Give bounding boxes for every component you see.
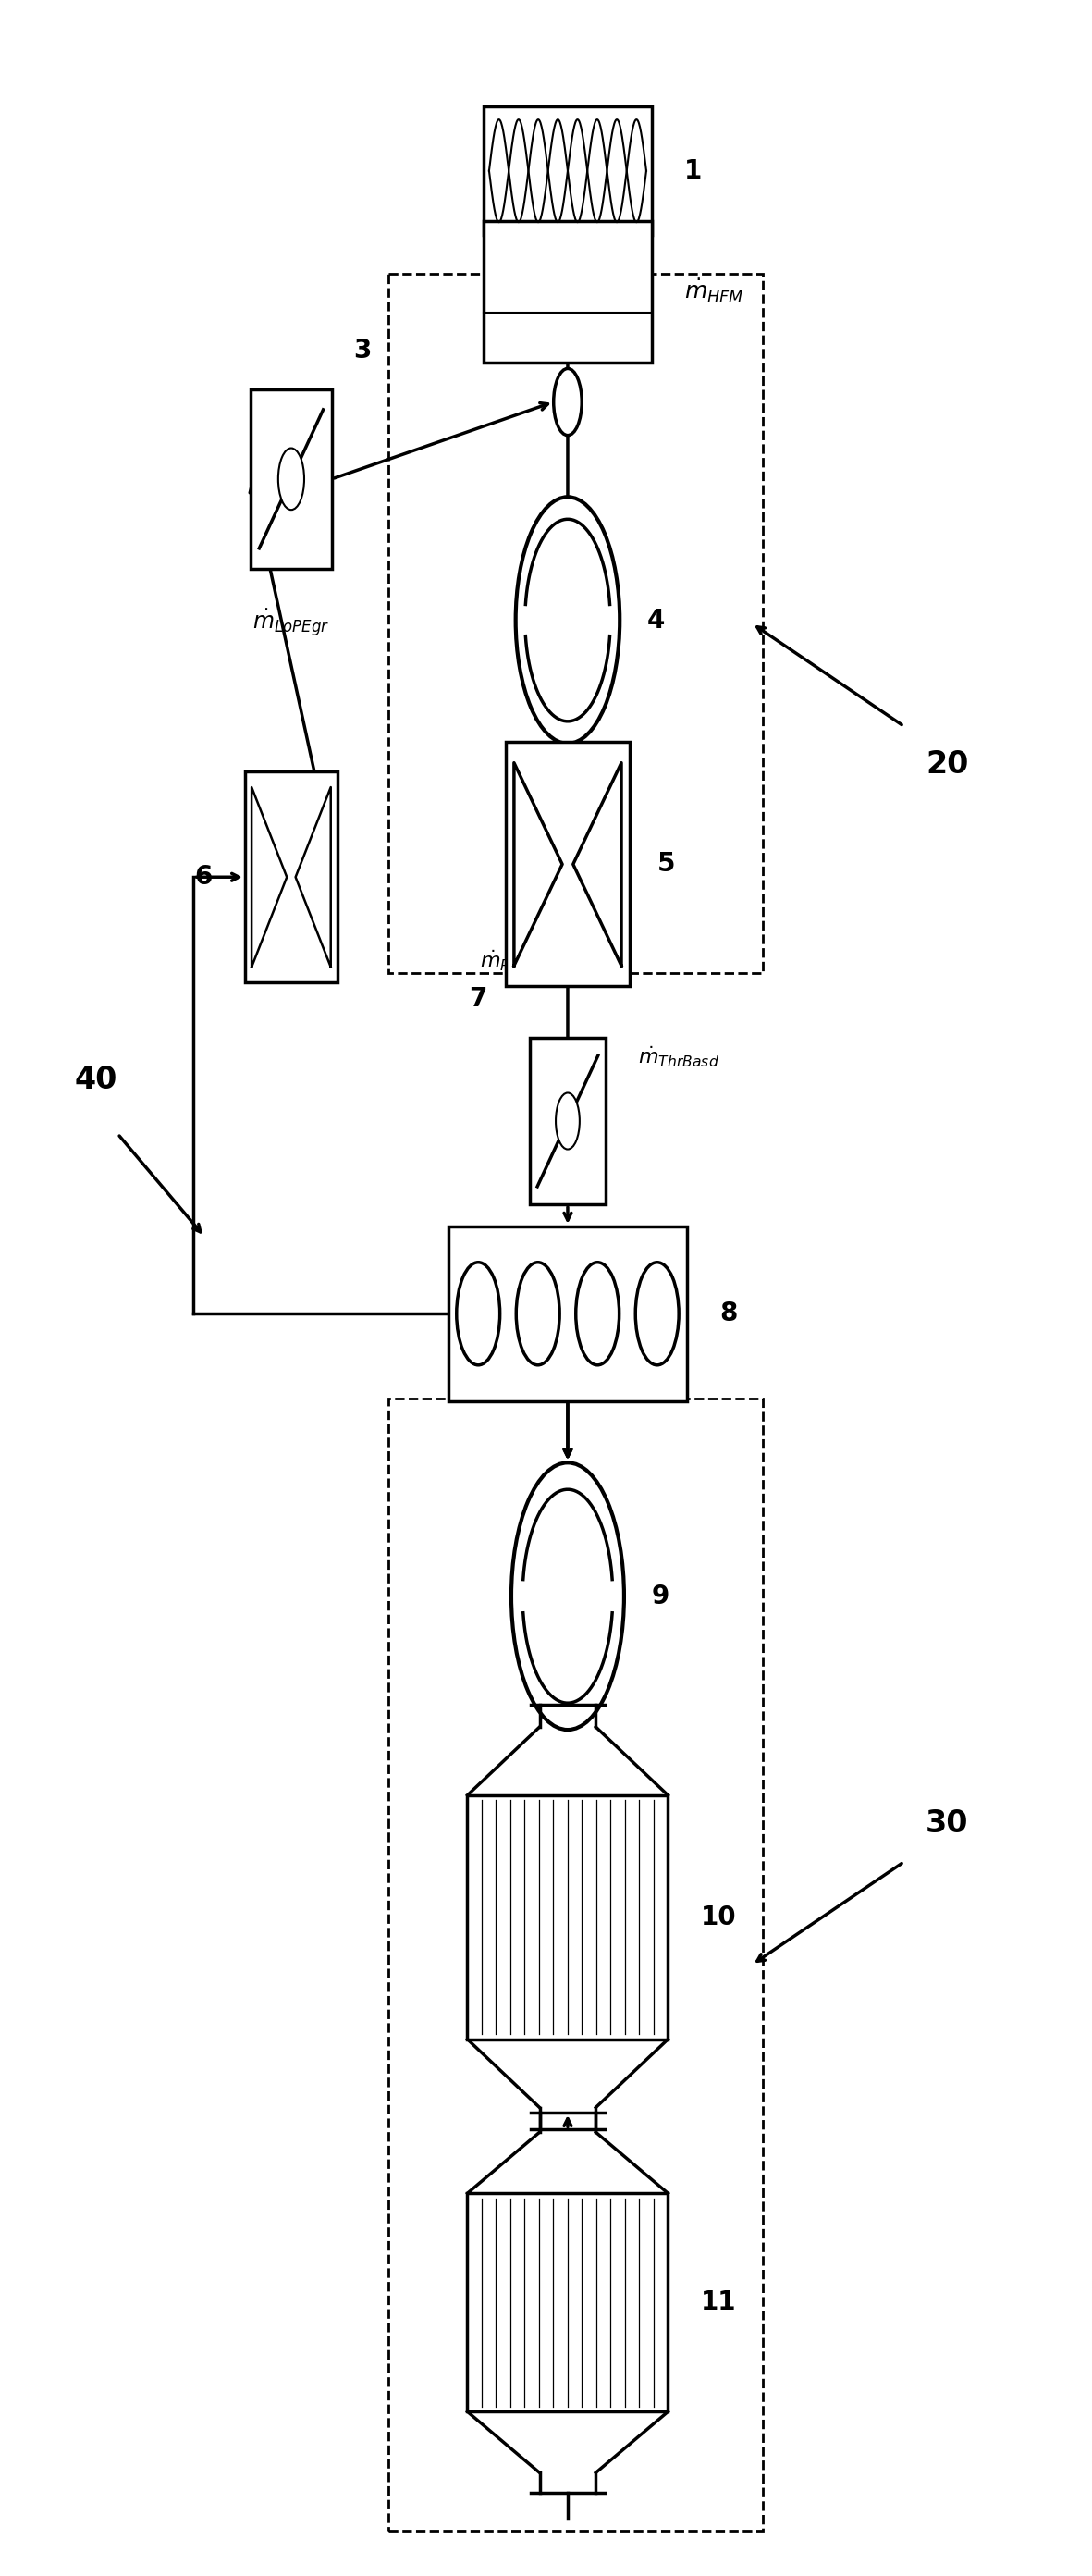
- Text: $\dot{m}_{LoPEgr}$: $\dot{m}_{LoPEgr}$: [252, 608, 330, 639]
- Circle shape: [517, 1262, 559, 1365]
- Bar: [389, 1399, 763, 2532]
- Bar: [467, 2192, 668, 2411]
- Text: 1: 1: [685, 157, 702, 183]
- Bar: [506, 742, 630, 987]
- Circle shape: [575, 1262, 619, 1365]
- Text: 20: 20: [926, 750, 969, 781]
- Bar: [467, 1795, 668, 2040]
- Bar: [389, 273, 763, 974]
- Bar: [449, 1226, 687, 1401]
- Text: 40: 40: [74, 1064, 118, 1095]
- Text: 6: 6: [194, 863, 213, 891]
- Circle shape: [556, 1092, 580, 1149]
- Circle shape: [636, 1262, 679, 1365]
- Text: 3: 3: [354, 337, 371, 363]
- Circle shape: [278, 448, 305, 510]
- Text: 2: 2: [491, 296, 505, 314]
- Text: 11: 11: [700, 2290, 736, 2316]
- Circle shape: [515, 497, 620, 744]
- Text: 5: 5: [657, 850, 675, 878]
- Text: 30: 30: [926, 1808, 969, 1839]
- Text: 7: 7: [468, 987, 486, 1012]
- Bar: [245, 773, 337, 981]
- Circle shape: [456, 1262, 500, 1365]
- Text: 9: 9: [651, 1584, 669, 1610]
- Circle shape: [554, 368, 582, 435]
- Text: $\dot{m}_{ThrBasd}$: $\dot{m}_{ThrBasd}$: [638, 1046, 720, 1069]
- Bar: [530, 1038, 606, 1206]
- Bar: [484, 106, 652, 234]
- Text: 8: 8: [720, 1301, 737, 1327]
- Bar: [484, 222, 652, 363]
- Text: $\dot{m}_{HFM}$: $\dot{m}_{HFM}$: [685, 278, 744, 307]
- Bar: [250, 389, 332, 569]
- Circle shape: [511, 1463, 624, 1728]
- Text: 4: 4: [646, 608, 665, 634]
- Text: $\dot{m}_{PBasd}$: $\dot{m}_{PBasd}$: [479, 948, 546, 974]
- Text: 10: 10: [700, 1904, 736, 1929]
